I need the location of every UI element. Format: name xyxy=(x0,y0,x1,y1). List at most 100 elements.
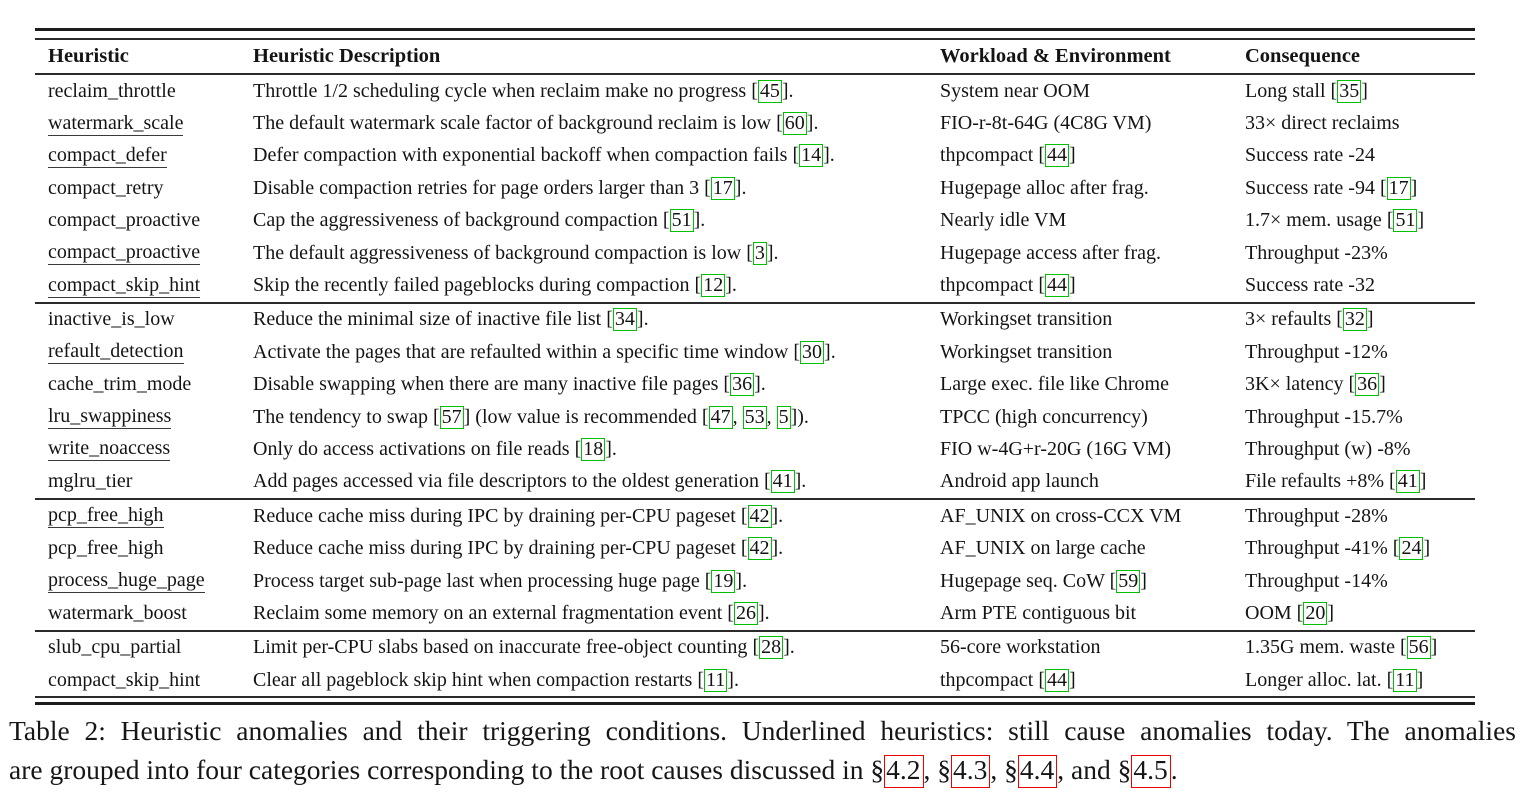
citation-link[interactable]: 18 xyxy=(581,437,606,461)
table-row: pcp_free_high Reduce cache miss during IP… xyxy=(35,500,1475,532)
citation-link[interactable]: 44 xyxy=(1044,274,1069,298)
table-bottom-rule-outer xyxy=(35,702,1475,706)
description-cell: Activate the pages that are refaulted wi… xyxy=(253,340,836,364)
citation-link[interactable]: 11 xyxy=(1393,668,1417,692)
description-cell: Clear all pageblock skip hint when compa… xyxy=(253,668,739,692)
column-header-consequence: Consequence xyxy=(1245,45,1361,67)
group-divider-rule xyxy=(35,629,1475,632)
description-cell: The default aggressiveness of background… xyxy=(253,241,779,265)
section-ref-link[interactable]: 4.5 xyxy=(1131,755,1171,788)
citation-link[interactable]: 5 xyxy=(776,405,791,429)
citation-link[interactable]: 53 xyxy=(742,405,767,429)
workload-cell: 56-core workstation xyxy=(940,636,1101,659)
heuristic-name: watermark_boost xyxy=(48,601,187,624)
heuristic-name-cell: compact_retry xyxy=(48,177,253,200)
heuristic-name: compact_retry xyxy=(48,176,164,199)
citation-link[interactable]: 28 xyxy=(759,636,784,660)
citation-link[interactable]: 3 xyxy=(752,241,767,265)
heuristic-name: slub_cpu_partial xyxy=(48,636,182,659)
citation-link[interactable]: 42 xyxy=(747,504,772,528)
table-row: process_huge_page Process target sub-page… xyxy=(35,565,1475,597)
citation-link[interactable]: 32 xyxy=(1342,308,1367,332)
citation-link[interactable]: 56 xyxy=(1406,636,1431,660)
citation-link[interactable]: 19 xyxy=(711,569,736,593)
heuristic-name-cell: compact_defer xyxy=(48,144,253,168)
table-bottom-rule-inner xyxy=(35,696,1475,699)
table-body: reclaim_throttle Throttle 1/2 scheduling … xyxy=(35,75,1475,696)
caption-line-1: Table 2: Heuristic anomalies and their t… xyxy=(9,715,1516,746)
table-top-rule-outer xyxy=(35,28,1475,31)
workload-cell: FIO w-4G+r-20G (16G VM) xyxy=(940,437,1172,460)
heuristic-name: compact_proactive xyxy=(48,209,201,232)
citation-link[interactable]: 44 xyxy=(1044,144,1069,168)
heuristic-name: mglru_tier xyxy=(48,470,133,493)
workload-cell: thpcompact [44] xyxy=(940,668,1076,692)
citation-link[interactable]: 34 xyxy=(612,308,637,332)
description-cell: Reclaim some memory on an external fragm… xyxy=(253,601,770,625)
heuristic-name: refault_detection xyxy=(48,340,184,365)
section-ref-link[interactable]: 4.2 xyxy=(884,755,924,788)
heuristic-name-cell: write_noaccess xyxy=(48,437,253,462)
description-cell: Reduce cache miss during IPC by draining… xyxy=(253,537,784,561)
column-header-heuristic: Heuristic xyxy=(48,45,129,67)
heuristic-name: watermark_scale xyxy=(48,111,184,136)
consequence-cell: Success rate -32 xyxy=(1245,274,1375,297)
consequence-cell: Longer alloc. lat. [11] xyxy=(1245,668,1424,692)
citation-link[interactable]: 30 xyxy=(800,340,825,364)
citation-link[interactable]: 41 xyxy=(1395,470,1420,494)
table-row: compact_proactive Cap the aggressiveness … xyxy=(35,205,1475,237)
citation-link[interactable]: 14 xyxy=(799,144,824,168)
citation-link[interactable]: 47 xyxy=(708,405,733,429)
heuristic-name: reclaim_throttle xyxy=(48,79,176,102)
citation-link[interactable]: 41 xyxy=(770,470,795,494)
citation-link[interactable]: 35 xyxy=(1337,79,1362,103)
group-divider-rule xyxy=(35,301,1475,304)
description-cell: Reduce the minimal size of inactive file… xyxy=(253,308,649,332)
citation-link[interactable]: 42 xyxy=(747,537,772,561)
consequence-cell: Throughput -23% xyxy=(1245,241,1388,264)
citation-link[interactable]: 12 xyxy=(701,274,726,298)
citation-link[interactable]: 51 xyxy=(1393,209,1418,233)
heuristic-name-cell: pcp_free_high xyxy=(48,504,253,529)
citation-link[interactable]: 51 xyxy=(669,209,694,233)
citation-link[interactable]: 17 xyxy=(710,176,735,200)
table-row: lru_swappiness The tendency to swap [57] … xyxy=(35,401,1475,433)
description-cell: Process target sub-page last when proces… xyxy=(253,569,748,593)
heuristic-name-cell: inactive_is_low xyxy=(48,308,253,331)
citation-link[interactable]: 60 xyxy=(782,112,807,136)
citation-link[interactable]: 20 xyxy=(1303,601,1328,625)
description-cell: Defer compaction with exponential backof… xyxy=(253,144,835,168)
citation-link[interactable]: 36 xyxy=(730,373,755,397)
table-row: slub_cpu_partial Limit per-CPU slabs base… xyxy=(35,632,1475,664)
citation-link[interactable]: 59 xyxy=(1116,569,1141,593)
citation-link[interactable]: 24 xyxy=(1399,537,1424,561)
citation-link[interactable]: 17 xyxy=(1386,176,1411,200)
heuristic-name-cell: compact_proactive xyxy=(48,241,253,266)
heuristic-name-cell: cache_trim_mode xyxy=(48,373,253,396)
caption-line-2: are grouped into four categories corresp… xyxy=(9,751,1516,789)
heuristic-name-cell: reclaim_throttle xyxy=(48,80,253,103)
workload-cell: System near OOM xyxy=(940,79,1090,102)
citation-link[interactable]: 44 xyxy=(1044,668,1069,692)
workload-cell: Large exec. file like Chrome xyxy=(940,373,1169,396)
consequence-cell: Throughput -15.7% xyxy=(1245,405,1403,428)
table-row: compact_skip_hint Skip the recently faile… xyxy=(35,269,1475,301)
consequence-cell: Throughput (w) -8% xyxy=(1245,437,1411,460)
table-row: write_noaccess Only do access activations… xyxy=(35,433,1475,465)
consequence-cell: Success rate -24 xyxy=(1245,144,1375,167)
workload-cell: AF_UNIX on cross-CCX VM xyxy=(940,504,1182,527)
citation-link[interactable]: 45 xyxy=(757,79,782,103)
heuristic-name-cell: slub_cpu_partial xyxy=(48,636,253,659)
section-ref-link[interactable]: 4.4 xyxy=(1017,755,1058,788)
citation-link[interactable]: 26 xyxy=(733,601,758,625)
description-cell: The tendency to swap [57] (low value is … xyxy=(253,405,809,429)
heuristic-name: compact_defer xyxy=(48,143,167,168)
workload-cell: AF_UNIX on large cache xyxy=(940,537,1146,560)
table-row: compact_skip_hint Clear all pageblock ski… xyxy=(35,664,1475,696)
citation-link[interactable]: 57 xyxy=(439,405,464,429)
citation-link[interactable]: 36 xyxy=(1355,373,1380,397)
section-ref-link[interactable]: 4.3 xyxy=(951,755,991,788)
citation-link[interactable]: 11 xyxy=(704,668,728,692)
heuristic-name: process_huge_page xyxy=(48,569,205,594)
consequence-cell: Throughput -14% xyxy=(1245,569,1388,592)
